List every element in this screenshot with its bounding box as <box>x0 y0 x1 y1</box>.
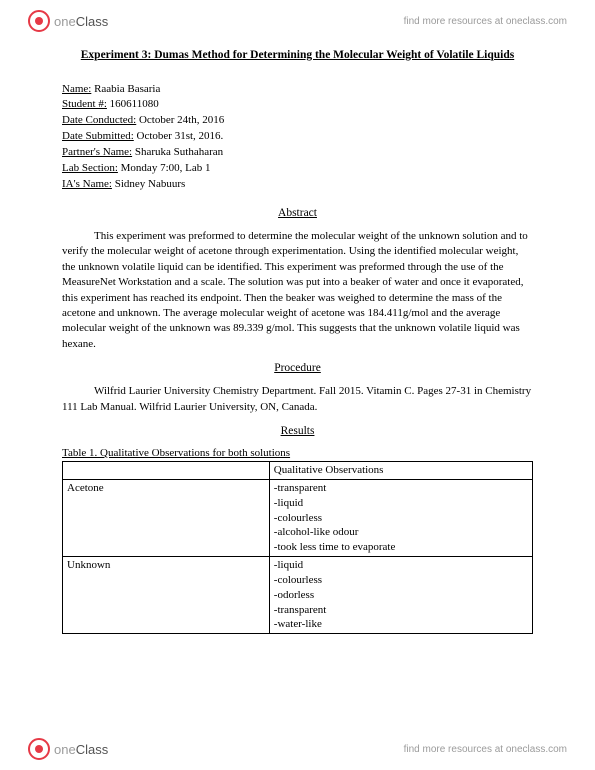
section-label: Lab Section: <box>62 162 118 174</box>
ia-value: Sidney Nabuurs <box>112 178 185 190</box>
logo: oneClass <box>28 738 108 760</box>
logo-text-right: Class <box>76 14 109 29</box>
page-footer: oneClass find more resources at oneclass… <box>0 732 595 770</box>
resources-link[interactable]: find more resources at oneclass.com <box>404 744 567 755</box>
submitted-value: October 31st, 2016. <box>134 130 224 142</box>
conducted-label: Date Conducted: <box>62 114 136 126</box>
logo-text-left: one <box>54 742 76 757</box>
logo-icon <box>28 738 50 760</box>
section-value: Monday 7:00, Lab 1 <box>118 162 211 174</box>
logo-text-right: Class <box>76 742 109 757</box>
abstract-heading: Abstract <box>62 207 533 219</box>
logo: oneClass <box>28 10 108 32</box>
table-header-obs: Qualitative Observations <box>269 461 532 479</box>
meta-block: Name: Raabia Basaria Student #: 16061108… <box>62 82 533 194</box>
row-obs: -liquid -colourless -odorless -transpare… <box>269 557 532 634</box>
name-label: Name: <box>62 83 91 95</box>
table-row: Acetone -transparent -liquid -colourless… <box>63 479 533 556</box>
table-caption: Table 1. Qualitative Observations for bo… <box>62 447 533 459</box>
document-body: Experiment 3: Dumas Method for Determini… <box>0 38 595 634</box>
row-label: Acetone <box>63 479 270 556</box>
student-label: Student #: <box>62 98 107 110</box>
submitted-label: Date Submitted: <box>62 130 134 142</box>
student-value: 160611080 <box>107 98 159 110</box>
row-obs: -transparent -liquid -colourless -alcoho… <box>269 479 532 556</box>
resources-link[interactable]: find more resources at oneclass.com <box>404 16 567 27</box>
page-header: oneClass find more resources at oneclass… <box>0 0 595 38</box>
table-header-blank <box>63 461 270 479</box>
abstract-text: This experiment was preformed to determi… <box>62 229 533 352</box>
experiment-title: Experiment 3: Dumas Method for Determini… <box>62 48 533 64</box>
logo-text: oneClass <box>54 742 108 757</box>
partner-label: Partner's Name: <box>62 146 132 158</box>
procedure-heading: Procedure <box>62 362 533 374</box>
results-heading: Results <box>62 425 533 437</box>
logo-icon <box>28 10 50 32</box>
row-label: Unknown <box>63 557 270 634</box>
conducted-value: October 24th, 2016 <box>136 114 224 126</box>
table-row: Unknown -liquid -colourless -odorless -t… <box>63 557 533 634</box>
partner-value: Sharuka Suthaharan <box>132 146 223 158</box>
name-value: Raabia Basaria <box>91 83 160 95</box>
procedure-text: Wilfrid Laurier University Chemistry Dep… <box>62 384 533 415</box>
ia-label: IA's Name: <box>62 178 112 190</box>
observations-table: Qualitative Observations Acetone -transp… <box>62 461 533 634</box>
table-header-row: Qualitative Observations <box>63 461 533 479</box>
logo-text-left: one <box>54 14 76 29</box>
logo-text: oneClass <box>54 14 108 29</box>
